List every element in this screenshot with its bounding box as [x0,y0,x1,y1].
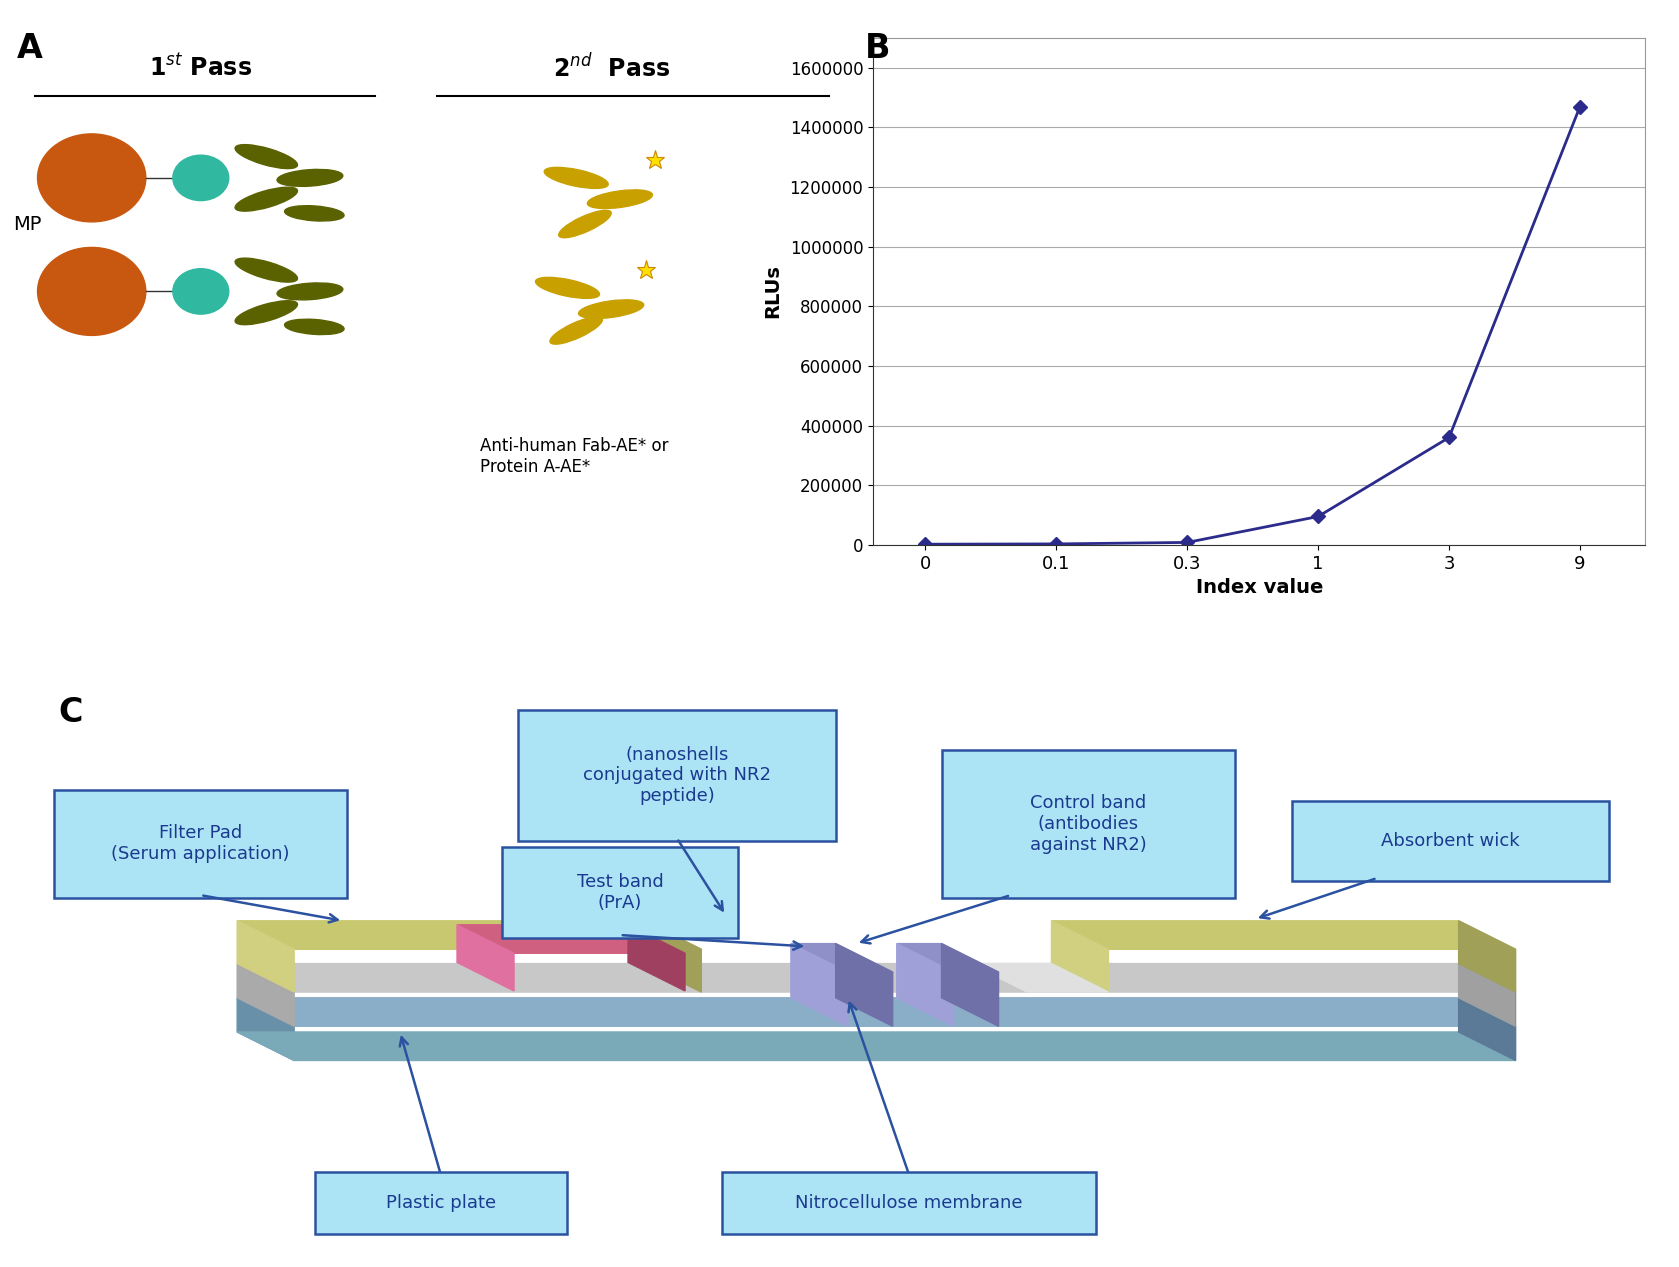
FancyBboxPatch shape [1291,801,1608,881]
Polygon shape [836,944,893,1026]
Polygon shape [791,944,893,972]
Ellipse shape [559,210,611,238]
Text: Anti-human Fab-AE* or
Protein A-AE*: Anti-human Fab-AE* or Protein A-AE* [480,437,668,475]
Ellipse shape [235,300,297,324]
Polygon shape [1459,998,1516,1060]
Ellipse shape [536,277,599,299]
Text: Plastic plate: Plastic plate [386,1194,495,1213]
Text: C: C [59,696,82,729]
FancyBboxPatch shape [314,1172,568,1234]
Text: 2$^{nd}$  Pass: 2$^{nd}$ Pass [552,53,670,82]
Ellipse shape [277,283,343,300]
Ellipse shape [284,205,344,220]
Text: Nitrocellulose membrane: Nitrocellulose membrane [796,1194,1023,1213]
X-axis label: Index value: Index value [1195,578,1323,597]
Polygon shape [237,921,294,992]
Polygon shape [237,921,702,949]
Circle shape [173,269,228,314]
Polygon shape [1051,921,1108,992]
Polygon shape [237,963,294,1026]
Text: A: A [17,32,42,65]
Polygon shape [237,963,1516,992]
Polygon shape [237,1031,1516,1060]
Ellipse shape [588,190,653,209]
Circle shape [173,155,228,200]
Ellipse shape [284,319,344,334]
Text: Absorbent wick: Absorbent wick [1382,832,1519,850]
Text: Filter Pad
(Serum application): Filter Pad (Serum application) [111,825,290,863]
Polygon shape [457,925,685,953]
Ellipse shape [235,144,297,169]
Polygon shape [897,944,954,1026]
Y-axis label: RLUs: RLUs [764,265,782,318]
Ellipse shape [579,300,643,318]
FancyBboxPatch shape [942,750,1234,898]
FancyBboxPatch shape [519,710,836,841]
Ellipse shape [235,188,297,212]
Polygon shape [1459,921,1516,992]
Polygon shape [1459,963,1516,1026]
Ellipse shape [544,167,608,189]
Text: (nanoshells
conjugated with NR2
peptide): (nanoshells conjugated with NR2 peptide) [583,745,771,806]
Text: 1$^{st}$ Pass: 1$^{st}$ Pass [149,54,252,81]
Text: B: B [865,32,890,65]
Polygon shape [897,944,999,972]
Circle shape [37,134,146,222]
Polygon shape [942,944,999,1026]
Ellipse shape [551,317,603,345]
Polygon shape [791,944,848,1026]
Ellipse shape [235,258,297,283]
Ellipse shape [277,170,343,186]
Polygon shape [237,998,1516,1026]
Text: MP: MP [13,214,42,233]
Polygon shape [457,925,514,991]
Text: Control band
(antibodies
against NR2): Control band (antibodies against NR2) [1029,794,1147,854]
Text: Test band
(PrA): Test band (PrA) [576,873,663,912]
FancyBboxPatch shape [54,789,348,898]
Polygon shape [970,963,1108,992]
Polygon shape [1051,921,1516,949]
Polygon shape [645,921,702,992]
FancyBboxPatch shape [502,846,739,938]
Polygon shape [237,998,294,1060]
Circle shape [37,247,146,336]
FancyBboxPatch shape [722,1172,1096,1234]
Polygon shape [628,925,685,991]
